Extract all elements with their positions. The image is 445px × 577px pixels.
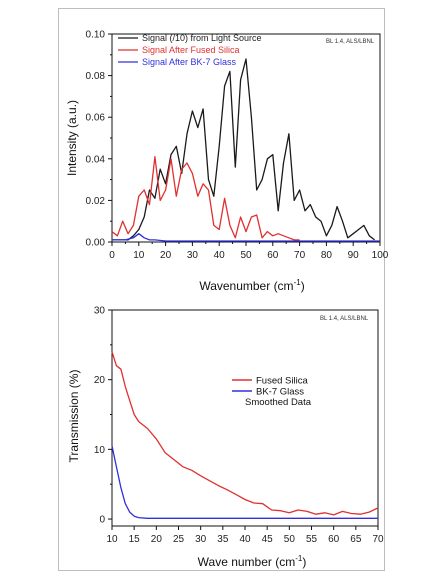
y-tick-label: 0.10 [86,30,106,41]
series-line-0 [111,351,379,516]
x-tick-label: 30 [195,534,207,545]
x-tick-label: 70 [294,250,306,261]
y-tick-label: 10 [94,445,106,456]
x-tick-label: 0 [109,250,115,261]
series-line-2 [112,233,380,242]
x-tick-label: 55 [306,534,318,545]
y-axis-label: Intensity (a.u.) [65,100,79,176]
figure-frame [58,8,385,571]
x-axis-label: Wave number (cm-1) [198,554,307,569]
legend: Signal (/10) from Light Source Signal Aft… [118,33,262,67]
x-tick-label: 50 [240,250,252,261]
x-tick-label: 50 [284,534,296,545]
y-tick-label: 0.06 [86,113,106,124]
x-axis-label: Wavenumber (cm-1) [199,278,304,293]
x-tick-label: 35 [217,534,229,545]
series-line-0 [112,58,375,241]
x-tick-label: 25 [173,534,185,545]
legend-label-2: Signal After BK-7 Glass [142,57,237,67]
legend-label-0: Signal (/10) from Light Source [142,33,262,43]
series-line-1 [111,156,300,241]
x-tick-label: 80 [321,250,333,261]
y-tick-label: 0.02 [86,196,106,207]
x-tick-label: 40 [239,534,251,545]
x-tick-label: 45 [262,534,274,545]
chart-intensity: 0 10 20 30 40 50 60 70 80 90 100 0.00 0.02 0.04 0.06 0… [65,30,389,294]
plot-area [111,309,379,527]
x-tick-label: 70 [372,534,384,545]
series-line-1 [111,445,378,519]
legend-label-1: BK-7 Glass [256,387,304,398]
x-tick-label: 65 [350,534,362,545]
y-tick-label: 20 [94,375,106,386]
x-tick-label: 90 [348,250,360,261]
x-tick-label: 10 [133,250,145,261]
x-tick-label: 15 [129,534,141,545]
y-axis-label: Transmission (%) [67,370,81,463]
x-tick-label: 10 [106,534,118,545]
x-tick-label: 100 [372,250,389,261]
x-tick-label: 30 [187,250,199,261]
x-tick-label: 40 [214,250,226,261]
y-tick-label: 0 [99,515,105,526]
x-tick-label: 20 [160,250,172,261]
legend-note: Smoothed Data [245,397,312,408]
x-tick-label: 60 [328,534,340,545]
y-tick-label: 30 [94,306,106,317]
x-tick-label: 60 [267,250,279,261]
x-tick-label: 20 [151,534,163,545]
y-tick-label: 0.04 [86,154,106,165]
legend-label-0: Fused Silica [256,376,308,387]
y-tick-label: 0.00 [86,238,106,249]
legend-label-1: Signal After Fused Silica [142,45,240,55]
chart-annotation: BL 1.4, ALS/LBNL [320,316,369,322]
chart-annotation: BL 1.4, ALS/LBNL [326,39,375,45]
y-tick-label: 0.08 [86,71,106,82]
